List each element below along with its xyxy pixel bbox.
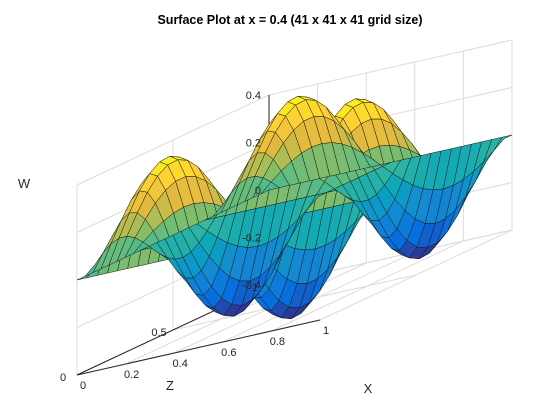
x-tick-label: 0 xyxy=(80,380,86,392)
x-tick-label: 1 xyxy=(323,325,329,337)
chart-title: Surface Plot at x = 0.4 (41 x 41 x 41 gr… xyxy=(157,13,422,27)
x-axis-label: X xyxy=(364,381,373,396)
x-tick-label: 0.4 xyxy=(173,358,188,370)
surface-mesh xyxy=(76,96,513,320)
grid-backwall-w xyxy=(268,39,513,96)
z-tick-label: 0 xyxy=(60,372,66,384)
z-tick-label: 0.5 xyxy=(151,327,166,339)
surface-patch xyxy=(260,181,280,195)
w-tick-label: -0.2 xyxy=(242,233,261,245)
x-axis-line xyxy=(76,319,321,376)
x-tick-label: 0.8 xyxy=(270,336,285,348)
w-tick-label: 0.2 xyxy=(246,138,261,150)
z-tick-label: 1 xyxy=(252,282,258,294)
grid-sidewall-w xyxy=(76,94,270,186)
z-axis-label: Z xyxy=(166,378,174,393)
w-axis-label: W xyxy=(18,176,31,191)
w-tick-label: 0.4 xyxy=(246,90,261,102)
w-tick-label: 0 xyxy=(255,185,261,197)
x-tick-label: 0.6 xyxy=(221,347,236,359)
w-tick-label: -0.4 xyxy=(242,280,261,292)
x-tick-label: 0.2 xyxy=(124,369,139,381)
